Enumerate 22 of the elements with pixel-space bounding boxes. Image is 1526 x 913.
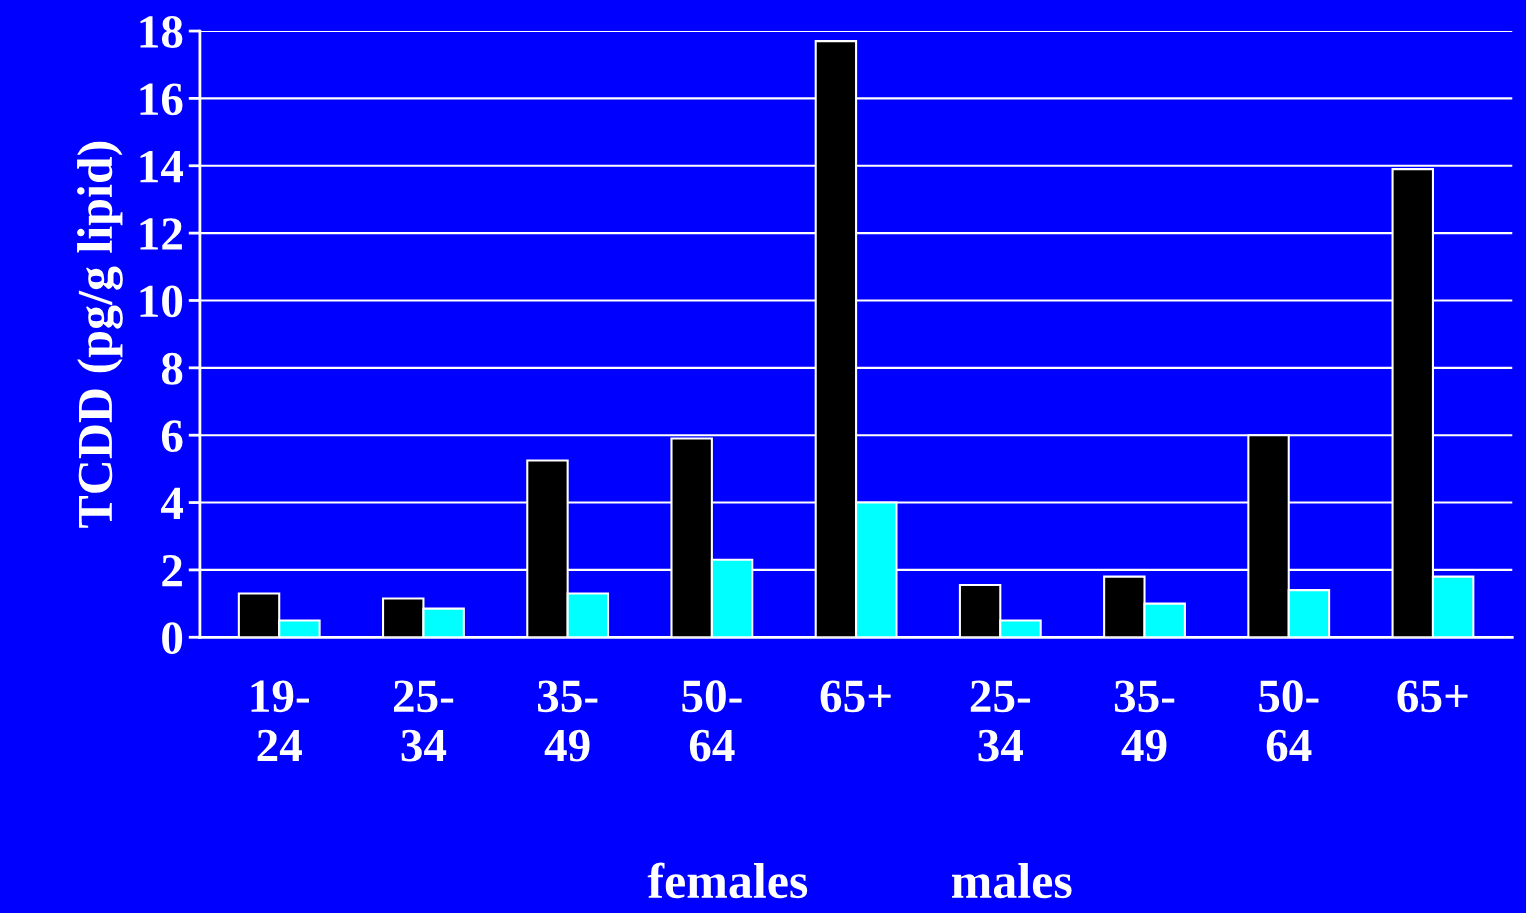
y-tick-label: 8 [161,352,183,385]
x-tick-label: 25- 34 [393,680,454,762]
x-tick-label: 65+ [820,680,891,713]
y-tick-label: 14 [140,150,184,183]
y-tick-label: 6 [161,420,183,453]
y-tick-label: 0 [162,622,183,655]
y-tick-label: 2 [162,555,182,587]
y-tick-label: 12 [140,218,182,250]
x-tick-label: 35- 49 [537,680,598,762]
x-tick-label: 65+ [1397,680,1468,713]
y-tick-label: 16 [140,83,183,116]
y-tick-label: 18 [140,16,183,48]
y-axis-title: TCDD (pg/g lipid) [77,141,123,528]
y-tick-label: 10 [140,285,183,318]
x-tick-label: 50- 64 [682,680,742,762]
x-tick-label: 25- 34 [970,680,1031,762]
text: males [951,863,1072,899]
text: females [647,862,808,899]
y-tick-label: 4 [160,487,184,519]
x-tick-label: 35- 49 [1114,680,1175,762]
x-tick-label: 19- 24 [251,680,309,762]
x-tick-label: 50- 64 [1259,680,1319,762]
